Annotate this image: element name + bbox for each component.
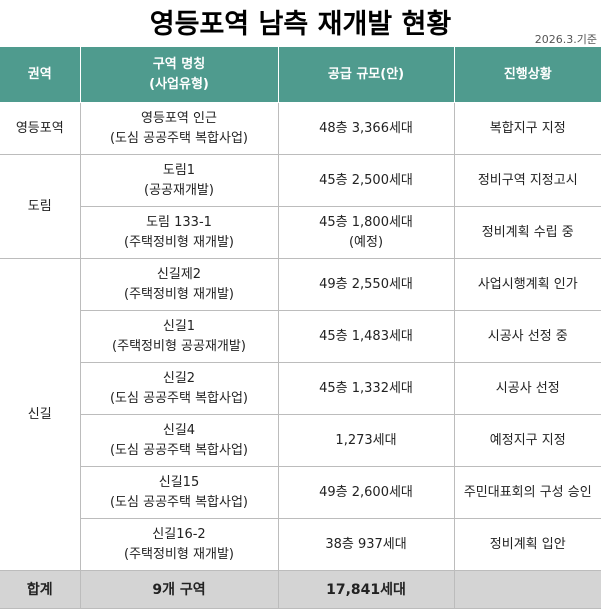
- header-scale: 공급 규모(안): [277, 47, 455, 103]
- scale-value: 48층 3,366세대: [319, 120, 413, 136]
- region-cell: 도림: [0, 154, 81, 259]
- zone-cell: 도림 133-1 (주택정비형 재개발): [80, 206, 279, 259]
- scale-cell: 1,273세대: [277, 414, 455, 467]
- table-row: 도림 도림1 (공공재개발) 45층 2,500세대 정비구역 지정고시: [0, 154, 601, 259]
- region-cell: 신길: [0, 258, 81, 571]
- scale-value: 38층 937세대: [325, 536, 407, 552]
- header-type-line: (사업유형): [149, 76, 209, 92]
- zone-type: (도심 공공주택 복합사업): [109, 442, 248, 458]
- table-row: 신길16-2 (주택정비형 재개발) 38층 937세대 정비계획 입안: [0, 518, 601, 571]
- zone-cell: 신길1 (주택정비형 공공재개발): [80, 310, 279, 363]
- zone-name: 영등포역 인근: [141, 110, 217, 126]
- scale-cell: 45층 1,483세대: [277, 310, 455, 363]
- status-cell: 사업시행계획 인가: [453, 258, 601, 311]
- zone-name: 도림 133-1: [146, 214, 212, 230]
- header-name-line: 구역 명칭: [152, 56, 206, 72]
- table-row: 신길2 (도심 공공주택 복합사업) 45층 1,332세대 시공사 선정: [0, 362, 601, 415]
- status-cell: 주민대표회의 구성 승인: [453, 466, 601, 519]
- scale-value: 45층 2,500세대: [319, 172, 413, 188]
- zone-type: (도심 공공주택 복합사업): [109, 390, 248, 406]
- status-cell: 예정지구 지정: [453, 414, 601, 467]
- zone-name: 신길16-2: [152, 526, 206, 542]
- zone-name: 신길15: [158, 474, 200, 490]
- zone-cell: 신길16-2 (주택정비형 재개발): [80, 518, 279, 571]
- scale-cell: 49층 2,550세대: [277, 258, 455, 311]
- header-status: 진행상황: [453, 47, 601, 103]
- zone-cell: 신길15 (도심 공공주택 복합사업): [80, 466, 279, 519]
- zone-cell: 신길4 (도심 공공주택 복합사업): [80, 414, 279, 467]
- zone-name: 신길2: [162, 370, 196, 386]
- table-row: 도림 133-1 (주택정비형 재개발) 45층 1,800세대 (예정) 정비계획 수…: [0, 206, 601, 259]
- status-cell: 복합지구 지정: [453, 102, 601, 155]
- total-status: [453, 570, 601, 609]
- scale-value: 49층 2,600세대: [319, 484, 413, 500]
- scale-value: 45층 1,800세대: [319, 214, 413, 230]
- status-cell: 정비계획 수립 중: [453, 206, 601, 259]
- scale-value: 45층 1,483세대: [319, 328, 413, 344]
- scale-value: 45층 1,332세대: [319, 380, 413, 396]
- header-row: 권역 구역 명칭 (사업유형) 공급 규모(안) 진행상황: [0, 47, 601, 103]
- scale-cell: 48층 3,366세대: [277, 102, 455, 155]
- region-cell: 영등포역: [0, 102, 81, 155]
- status-cell: 정비계획 입안: [453, 518, 601, 571]
- total-row: 합계 9개 구역 17,841세대: [0, 570, 601, 609]
- table-row: 신길4 (도심 공공주택 복합사업) 1,273세대 예정지구 지정: [0, 414, 601, 467]
- status-cell: 시공사 선정: [453, 362, 601, 415]
- scale-cell: 45층 2,500세대: [277, 154, 455, 207]
- scale-note: (예정): [348, 234, 384, 250]
- table-row: 신길1 (주택정비형 공공재개발) 45층 1,483세대 시공사 선정 중: [0, 310, 601, 363]
- table-row: 신길 신길제2 (주택정비형 재개발) 49층 2,550세대 사업시행계획 인가: [0, 258, 601, 571]
- status-cell: 시공사 선정 중: [453, 310, 601, 363]
- zone-type: (주택정비형 재개발): [124, 286, 234, 302]
- zone-type: (주택정비형 재개발): [124, 234, 234, 250]
- zone-type: (주택정비형 재개발): [124, 546, 234, 562]
- zone-cell: 신길2 (도심 공공주택 복합사업): [80, 362, 279, 415]
- page-title: 영등포역 남측 재개발 현황: [149, 9, 452, 40]
- zone-type: (도심 공공주택 복합사업): [109, 130, 248, 146]
- scale-value: 1,273세대: [335, 432, 397, 448]
- scale-cell: 38층 937세대: [277, 518, 455, 571]
- scale-cell: 45층 1,800세대 (예정): [277, 206, 455, 259]
- header-region: 권역: [0, 47, 81, 103]
- zone-name: 신길제2: [156, 266, 202, 282]
- scale-cell: 49층 2,600세대: [277, 466, 455, 519]
- date-note: 2026.3.기준: [534, 33, 597, 46]
- zone-name: 신길1: [162, 318, 196, 334]
- redevelopment-table: 권역 구역 명칭 (사업유형) 공급 규모(안) 진행상황 영등포역 영등포역 인근…: [0, 47, 601, 609]
- zone-cell: 영등포역 인근 (도심 공공주택 복합사업): [79, 102, 279, 155]
- zone-cell: 도림1 (공공재개발): [79, 154, 279, 207]
- table-row: 신길15 (도심 공공주택 복합사업) 49층 2,600세대 주민대표회의 구성 승…: [0, 466, 601, 519]
- zone-name: 신길4: [162, 422, 196, 438]
- zone-name: 도림1: [162, 162, 196, 178]
- zone-type: (공공재개발): [144, 182, 214, 198]
- table-row: 영등포역 영등포역 인근 (도심 공공주택 복합사업) 48층 3,366세대 복합지구…: [0, 102, 601, 155]
- zone-type: (주택정비형 공공재개발): [112, 338, 246, 354]
- zone-type: (도심 공공주택 복합사업): [109, 494, 248, 510]
- total-scale: 17,841세대: [277, 570, 455, 609]
- status-cell: 정비구역 지정고시: [453, 154, 601, 207]
- total-label: 합계: [0, 570, 81, 609]
- total-count: 9개 구역: [79, 570, 279, 609]
- zone-cell: 신길제2 (주택정비형 재개발): [79, 258, 279, 311]
- scale-value: 49층 2,550세대: [319, 276, 413, 292]
- header-name: 구역 명칭 (사업유형): [79, 47, 279, 103]
- scale-cell: 45층 1,332세대: [277, 362, 455, 415]
